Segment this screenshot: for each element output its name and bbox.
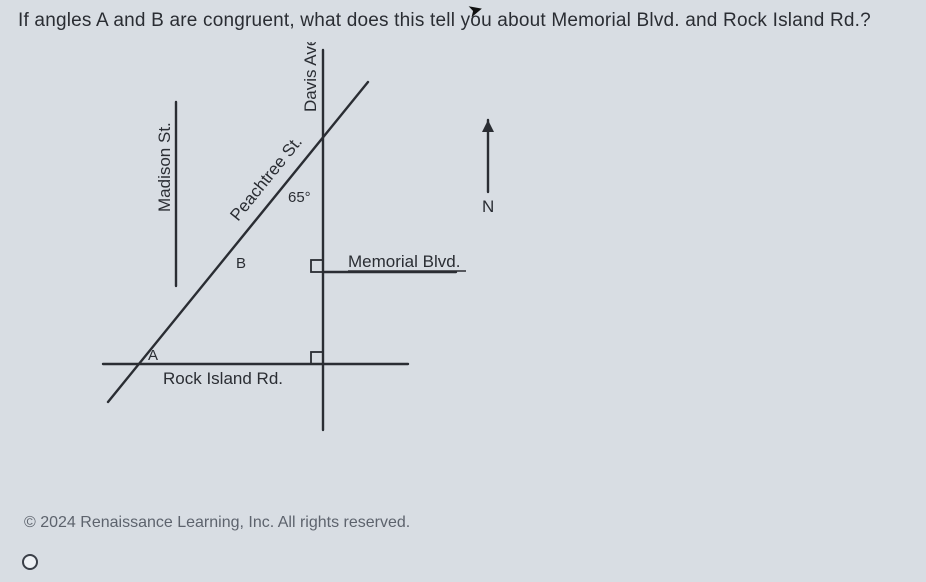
memorial-label: Memorial Blvd.	[348, 252, 460, 271]
madison-label: Madison St.	[155, 122, 174, 212]
north-arrowhead	[482, 120, 494, 132]
angleA-label: A	[148, 347, 158, 364]
perp-square-0	[311, 260, 323, 272]
peachtree-line	[108, 82, 368, 402]
angle65-label: 65°	[288, 189, 311, 206]
diagram-svg: Madison St. Peachtree St. Davis Ave. Memori…	[48, 42, 568, 442]
north-label: N	[482, 197, 494, 216]
question-text: If angles A and B are congruent, what do…	[18, 10, 908, 32]
peachtree-label: Peachtree St.	[226, 133, 306, 225]
perp-square-1	[311, 352, 323, 364]
copyright-footer: © 2024 Renaissance Learning, Inc. All ri…	[24, 514, 410, 532]
angleB-label: B	[236, 255, 246, 272]
page-container: If angles A and B are congruent, what do…	[0, 0, 926, 582]
rockisland-label: Rock Island Rd.	[163, 369, 283, 388]
answer-radio[interactable]	[22, 554, 38, 570]
davis-label: Davis Ave.	[301, 42, 320, 112]
street-diagram: Madison St. Peachtree St. Davis Ave. Memori…	[48, 42, 568, 442]
